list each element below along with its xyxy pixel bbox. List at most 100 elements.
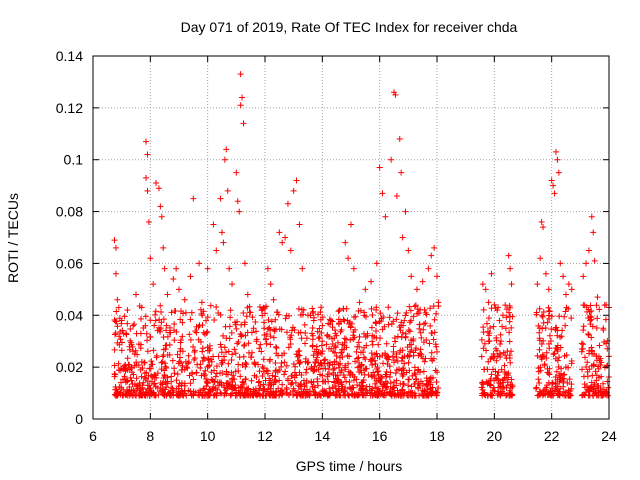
data-point	[433, 348, 440, 355]
data-point	[163, 364, 170, 371]
data-point	[506, 352, 513, 359]
data-point	[143, 174, 150, 181]
data-point	[391, 89, 397, 96]
data-point	[402, 330, 409, 337]
data-point	[243, 361, 250, 368]
data-point	[398, 169, 405, 176]
data-point	[392, 91, 399, 98]
data-point	[180, 392, 187, 399]
data-point	[420, 326, 427, 333]
data-point	[485, 299, 492, 306]
data-point	[347, 386, 354, 393]
data-point	[204, 314, 211, 321]
data-point	[373, 320, 380, 327]
data-point	[580, 341, 587, 348]
x-tick-label: 16	[372, 428, 388, 444]
data-point	[137, 389, 144, 396]
data-point	[598, 392, 605, 399]
data-point	[377, 310, 384, 317]
data-point	[502, 325, 509, 332]
data-point	[208, 358, 215, 365]
data-point	[231, 346, 238, 353]
data-point	[376, 164, 383, 171]
data-point	[369, 338, 376, 345]
data-point	[129, 348, 136, 355]
data-point	[595, 374, 602, 381]
data-point	[333, 332, 340, 339]
data-point	[540, 319, 547, 326]
data-point	[499, 323, 506, 330]
data-point	[479, 281, 486, 288]
data-point	[564, 379, 571, 386]
data-point	[479, 386, 486, 393]
data-point	[332, 327, 339, 334]
data-point	[262, 377, 269, 384]
data-point	[585, 330, 592, 337]
data-point	[228, 356, 235, 363]
data-point	[490, 323, 497, 330]
data-point	[179, 319, 186, 326]
data-point	[405, 326, 412, 333]
data-point	[284, 200, 291, 207]
data-point	[298, 386, 305, 393]
data-point	[190, 343, 197, 350]
data-point	[302, 358, 309, 365]
data-point	[150, 281, 157, 288]
data-point	[419, 387, 426, 394]
data-point	[119, 376, 126, 383]
data-point	[342, 239, 349, 246]
data-point	[411, 364, 418, 371]
data-point	[587, 302, 594, 309]
data-point	[341, 342, 348, 349]
data-point	[240, 342, 247, 349]
data-point	[399, 381, 406, 388]
data-point	[340, 389, 347, 396]
data-point	[309, 336, 316, 343]
data-point	[330, 369, 337, 376]
data-point	[235, 368, 242, 375]
data-point	[128, 365, 135, 372]
data-point	[496, 317, 503, 324]
data-point	[411, 303, 418, 310]
data-point	[195, 336, 202, 343]
data-point	[598, 359, 605, 366]
data-point	[350, 265, 357, 272]
data-point	[596, 342, 603, 349]
data-point	[399, 329, 406, 336]
data-point	[302, 329, 309, 336]
data-point	[238, 384, 245, 391]
data-point	[555, 363, 562, 370]
data-point	[160, 346, 167, 353]
data-point	[385, 321, 392, 328]
data-point	[407, 307, 414, 314]
data-point	[266, 379, 273, 386]
data-point	[182, 358, 189, 365]
data-point	[411, 370, 418, 377]
data-point	[150, 347, 157, 354]
y-tick-label: 0.04	[56, 307, 83, 323]
data-point	[356, 333, 363, 340]
data-point	[297, 312, 304, 319]
data-point	[331, 358, 338, 365]
data-point	[485, 315, 492, 322]
data-point	[399, 234, 406, 241]
data-point	[198, 299, 205, 306]
data-point	[144, 151, 151, 158]
data-point	[586, 309, 593, 316]
data-point	[164, 291, 171, 298]
data-point	[222, 349, 229, 356]
data-point	[373, 384, 380, 391]
plot-frame	[92, 55, 610, 420]
data-point	[396, 349, 403, 356]
data-point	[372, 360, 379, 367]
data-point	[293, 351, 300, 358]
data-point	[176, 286, 182, 293]
data-point	[538, 218, 545, 225]
data-point	[195, 391, 202, 398]
data-point	[282, 315, 289, 322]
data-point	[173, 385, 180, 392]
data-point	[508, 281, 515, 288]
data-point	[122, 376, 129, 383]
data-point	[554, 156, 561, 163]
data-point	[583, 260, 590, 267]
